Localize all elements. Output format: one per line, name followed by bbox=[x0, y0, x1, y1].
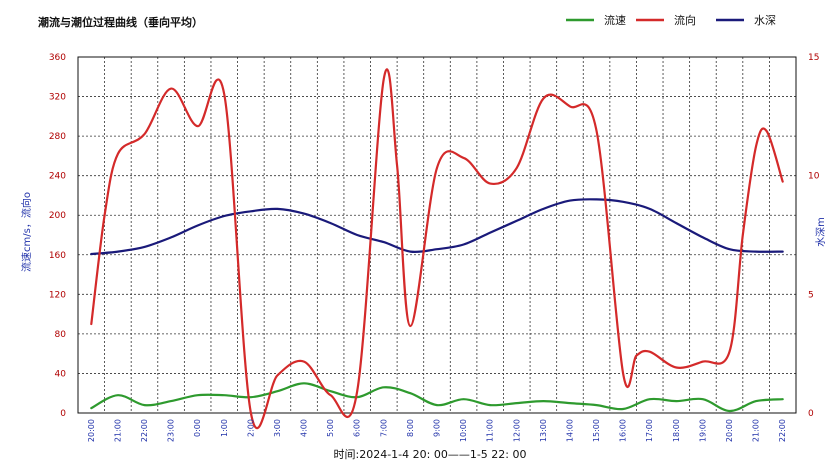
x-tick-label: 7:00 bbox=[379, 419, 388, 437]
legend-label-speed: 流速 bbox=[604, 13, 626, 27]
y-tick-label-left: 120 bbox=[49, 290, 66, 300]
x-tick-label: 19:00 bbox=[698, 419, 707, 442]
series-line-depth bbox=[90, 198, 784, 256]
x-tick-label: 9:00 bbox=[433, 419, 442, 437]
x-tick-label: 8:00 bbox=[406, 419, 415, 437]
x-tick-label: 0:00 bbox=[193, 419, 202, 437]
y-tick-label-right: 0 bbox=[808, 409, 814, 419]
x-tick-label: 4:00 bbox=[300, 419, 309, 437]
x-tick-label: 16:00 bbox=[619, 419, 628, 442]
x-axis-label: 时间:2024-1-4 20: 00——1-5 22: 00 bbox=[334, 448, 527, 461]
x-tick-label: 13:00 bbox=[539, 419, 548, 442]
x-tick-label: 17:00 bbox=[645, 419, 654, 442]
series-line-direction bbox=[90, 68, 784, 430]
legend: 流速 流向 水深 bbox=[566, 13, 776, 27]
y-tick-label-left: 240 bbox=[49, 172, 66, 182]
x-tick-label: 5:00 bbox=[326, 419, 335, 437]
x-tick-label: 21:00 bbox=[113, 419, 122, 442]
legend-label-depth: 水深 bbox=[754, 14, 776, 27]
y-tick-label-right: 10 bbox=[808, 172, 820, 182]
x-tick-label: 21:00 bbox=[752, 419, 761, 442]
x-tick-label: 11:00 bbox=[486, 419, 495, 442]
y-axis-label-left: 流速cm/s，流向o bbox=[20, 192, 33, 272]
series-line-speed bbox=[90, 382, 784, 413]
x-tick-label: 15:00 bbox=[592, 419, 601, 442]
chart-title: 潮流与潮位过程曲线（垂向平均） bbox=[38, 15, 203, 29]
y-tick-label-left: 40 bbox=[55, 369, 67, 379]
y-tick-label-left: 160 bbox=[49, 251, 66, 261]
legend-label-direction: 流向 bbox=[674, 13, 696, 27]
x-ticks: 20:00 21:00 22:00 23:00 0:00 1:00 2:00 3:00 4:00… bbox=[87, 419, 787, 442]
x-tick-label: 22:00 bbox=[140, 419, 149, 442]
x-tick-label: 18:00 bbox=[672, 419, 681, 442]
x-tick-label: 6:00 bbox=[353, 419, 362, 437]
x-tick-label: 3:00 bbox=[273, 419, 282, 437]
x-tick-label: 20:00 bbox=[725, 419, 734, 442]
y-ticks-right: 0 5 10 15 bbox=[808, 53, 820, 419]
x-tick-label: 14:00 bbox=[565, 419, 574, 442]
y-tick-label-right: 15 bbox=[808, 53, 819, 63]
plot-frame bbox=[77, 56, 797, 414]
y-tick-label-left: 0 bbox=[60, 409, 66, 419]
x-tick-label: 12:00 bbox=[512, 419, 521, 442]
series-layer bbox=[90, 68, 784, 430]
y-tick-label-left: 320 bbox=[49, 93, 66, 103]
y-tick-label-right: 5 bbox=[808, 290, 814, 300]
y-tick-label-left: 360 bbox=[49, 53, 66, 63]
x-tick-label: 1:00 bbox=[220, 419, 229, 437]
y-axis-label-right: 水深m bbox=[815, 217, 827, 247]
grid bbox=[78, 57, 796, 413]
y-ticks-left: 0 40 80 120 160 200 240 280 320 360 bbox=[49, 53, 66, 419]
y-tick-label-left: 280 bbox=[49, 132, 66, 142]
x-tick-label: 10:00 bbox=[459, 419, 468, 442]
y-tick-label-left: 200 bbox=[49, 211, 66, 221]
x-tick-label: 20:00 bbox=[87, 419, 96, 442]
x-tick-label: 22:00 bbox=[778, 419, 787, 442]
x-tick-label: 23:00 bbox=[167, 419, 176, 442]
y-tick-label-left: 80 bbox=[55, 330, 67, 340]
x-tick-label: 2:00 bbox=[246, 419, 255, 437]
